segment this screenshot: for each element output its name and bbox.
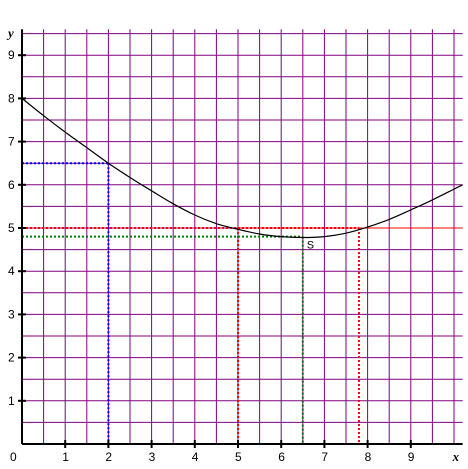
y-axis-label: y <box>6 25 14 40</box>
x-tick-label: 3 <box>149 450 156 464</box>
x-tick-label: 7 <box>321 450 328 464</box>
y-tick-label: 5 <box>8 221 15 235</box>
y-tick-label: 7 <box>8 135 15 149</box>
guide-lines <box>22 162 463 444</box>
y-tick-label: 8 <box>8 91 15 105</box>
x-tick-label: 9 <box>408 450 415 464</box>
labels: 0 1 2 3 4 5 6 7 8 9 1 2 3 4 5 6 7 8 9 x y S <box>6 25 460 464</box>
x-tick-label: 4 <box>192 450 199 464</box>
x-tick-label: 0 <box>10 450 17 464</box>
y-tick-label: 2 <box>8 351 15 365</box>
y-tick-label: 4 <box>8 264 15 278</box>
x-axis-label: x <box>452 449 460 464</box>
x-tick-label: 5 <box>235 450 242 464</box>
x-tick-label: 8 <box>365 450 372 464</box>
vertex-label: S <box>307 240 314 252</box>
y-tick-label: 6 <box>8 178 15 192</box>
curve-layer <box>21 97 463 239</box>
x-tick-label: 2 <box>105 450 112 464</box>
x-tick-label: 6 <box>278 450 285 464</box>
y-tick-label: 1 <box>8 394 15 408</box>
x-tick-label: 1 <box>62 450 69 464</box>
y-tick-label: 3 <box>8 307 15 321</box>
y-tick-label: 9 <box>8 48 15 62</box>
parabola-curve <box>21 97 463 239</box>
